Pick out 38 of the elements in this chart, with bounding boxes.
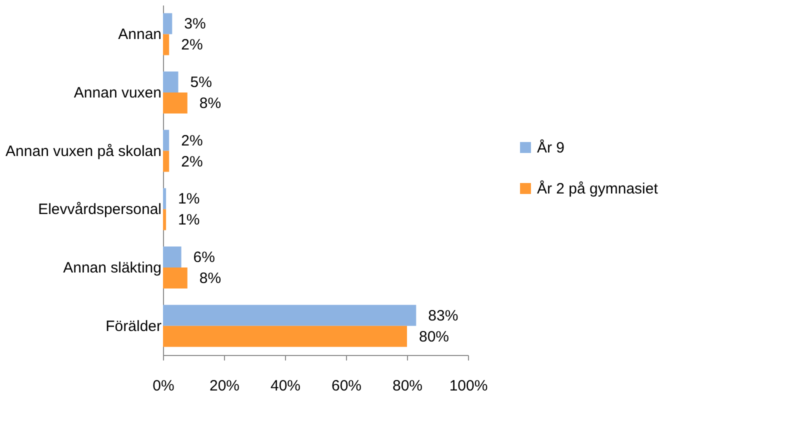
y-tick-label: Annan släkting [63,260,162,276]
data-label: 8% [199,270,222,287]
bar [163,150,170,172]
bar [163,72,178,92]
bar [163,130,170,151]
x-tick-label: 60% [331,378,362,394]
data-label: 1% [178,190,200,208]
y-tick-label: Förälder [106,318,162,335]
data-label: 5% [190,74,212,91]
data-label: 83% [428,307,458,324]
y-tick-label: Annan vuxen på skolan [6,142,162,160]
data-label: 1% [178,212,200,229]
data-label: 8% [199,95,222,112]
y-tick-label: Annan vuxen [74,84,162,102]
data-label: 2% [181,132,203,150]
bar [163,92,188,114]
legend-label: År 2 på gymnasiet [537,180,659,198]
bar [163,268,188,288]
bar [163,304,416,326]
bar [163,188,166,210]
bar [163,326,407,347]
x-tick-label: 20% [209,378,240,394]
x-tick-label: 80% [392,378,423,394]
x-tick-label: 100% [449,378,488,394]
y-tick-label: Annan [118,26,162,44]
data-label: 2% [181,153,203,170]
bar [163,246,182,268]
x-tick-label: 0% [152,378,174,394]
legend-label: År 9 [537,138,565,156]
data-label: 6% [193,249,215,266]
bar [163,209,166,230]
data-label: 2% [181,36,203,54]
data-label: 3% [184,16,206,33]
x-tick-label: 40% [270,378,301,394]
bar [163,13,172,34]
data-label: 80% [419,328,450,346]
bar [163,34,170,56]
y-tick-label: Elevvårdspersonal [38,201,162,218]
